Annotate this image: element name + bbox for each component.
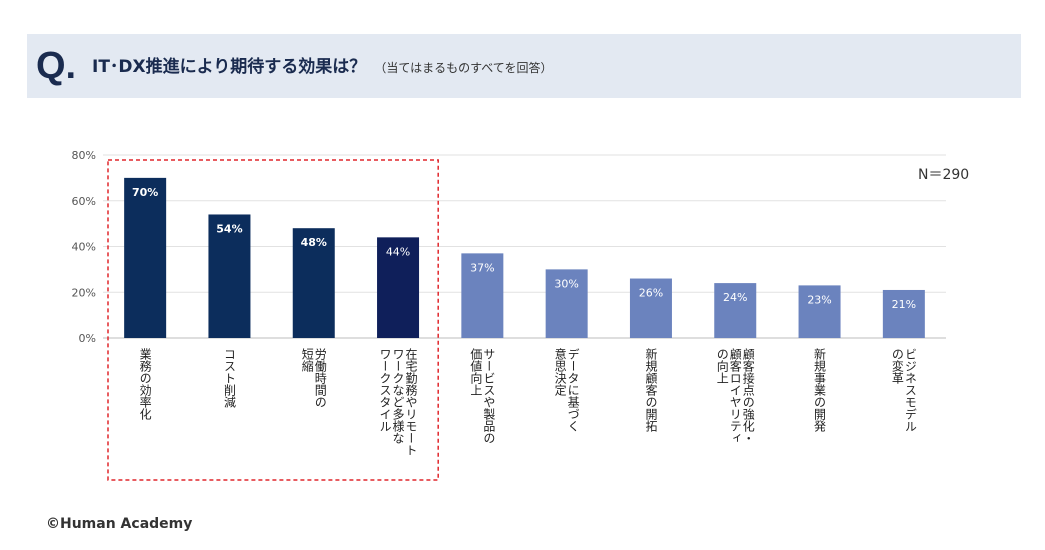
x-tick-label: 顧客ロイヤリティ	[728, 347, 742, 444]
x-tick-label: 新規顧客の開拓	[644, 347, 658, 432]
x-tick-label: コスト削減	[222, 348, 236, 409]
x-tick-label: データに基づく	[566, 348, 580, 432]
y-tick-label: 0%	[79, 332, 96, 345]
data-label: 23%	[807, 293, 831, 306]
sample-size-label: N＝290	[918, 167, 970, 183]
question-note: （当てはまるものすべてを回答）	[374, 61, 553, 75]
y-tick-label: 80%	[72, 149, 96, 162]
y-tick-label: 60%	[72, 195, 96, 208]
x-tick-label: 業務の効率化	[138, 348, 152, 421]
question-banner	[27, 34, 1021, 98]
data-label: 44%	[386, 245, 410, 258]
highlight-box	[107, 159, 439, 481]
x-tick-label: ワークスタイル	[378, 348, 392, 432]
data-label: 37%	[470, 261, 494, 274]
y-tick-label: 20%	[72, 286, 96, 299]
bar	[882, 289, 925, 338]
x-tick-label: ビジネスモデル	[903, 348, 917, 432]
bar	[461, 253, 504, 338]
x-tick-label: 価値向上	[469, 348, 483, 396]
bar	[545, 269, 588, 338]
x-tick-label: 労働時間の	[313, 348, 327, 408]
x-tick-label: の向上	[715, 348, 729, 384]
bar	[714, 283, 757, 338]
bar	[208, 214, 251, 338]
x-tick-label: の変革	[890, 348, 904, 384]
bar	[292, 228, 335, 338]
x-tick-label: 在宅勤務やリモート	[404, 348, 418, 456]
q-mark: Q.	[36, 45, 77, 87]
data-label: 26%	[639, 287, 663, 300]
bar	[124, 177, 167, 338]
data-label: 48%	[301, 236, 327, 249]
x-tick-label: サービスや製品の	[482, 348, 496, 444]
data-label: 70%	[132, 186, 158, 199]
question-text: IT･DX推進により期待する効果は？ （当てはまるものすべてを回答）	[92, 55, 553, 80]
data-label: 21%	[892, 298, 916, 311]
data-label: 24%	[723, 291, 747, 304]
bar	[377, 237, 420, 338]
x-tick-label: 新規事業の開発	[813, 347, 827, 432]
x-tick-label: 意思決定	[553, 347, 567, 397]
data-label: 30%	[554, 277, 578, 290]
y-tick-label: 40%	[72, 241, 96, 254]
x-tick-label: 顧客接点の強化・	[741, 347, 755, 444]
x-tick-label: 短縮	[300, 348, 314, 372]
bar	[629, 278, 672, 338]
data-label: 54%	[216, 222, 242, 235]
question-title: IT･DX推進により期待する効果は？	[92, 57, 367, 77]
x-tick-label: ワークなど多様な	[391, 348, 405, 444]
copyright: ©Human Academy	[46, 516, 193, 532]
bar	[798, 285, 841, 338]
